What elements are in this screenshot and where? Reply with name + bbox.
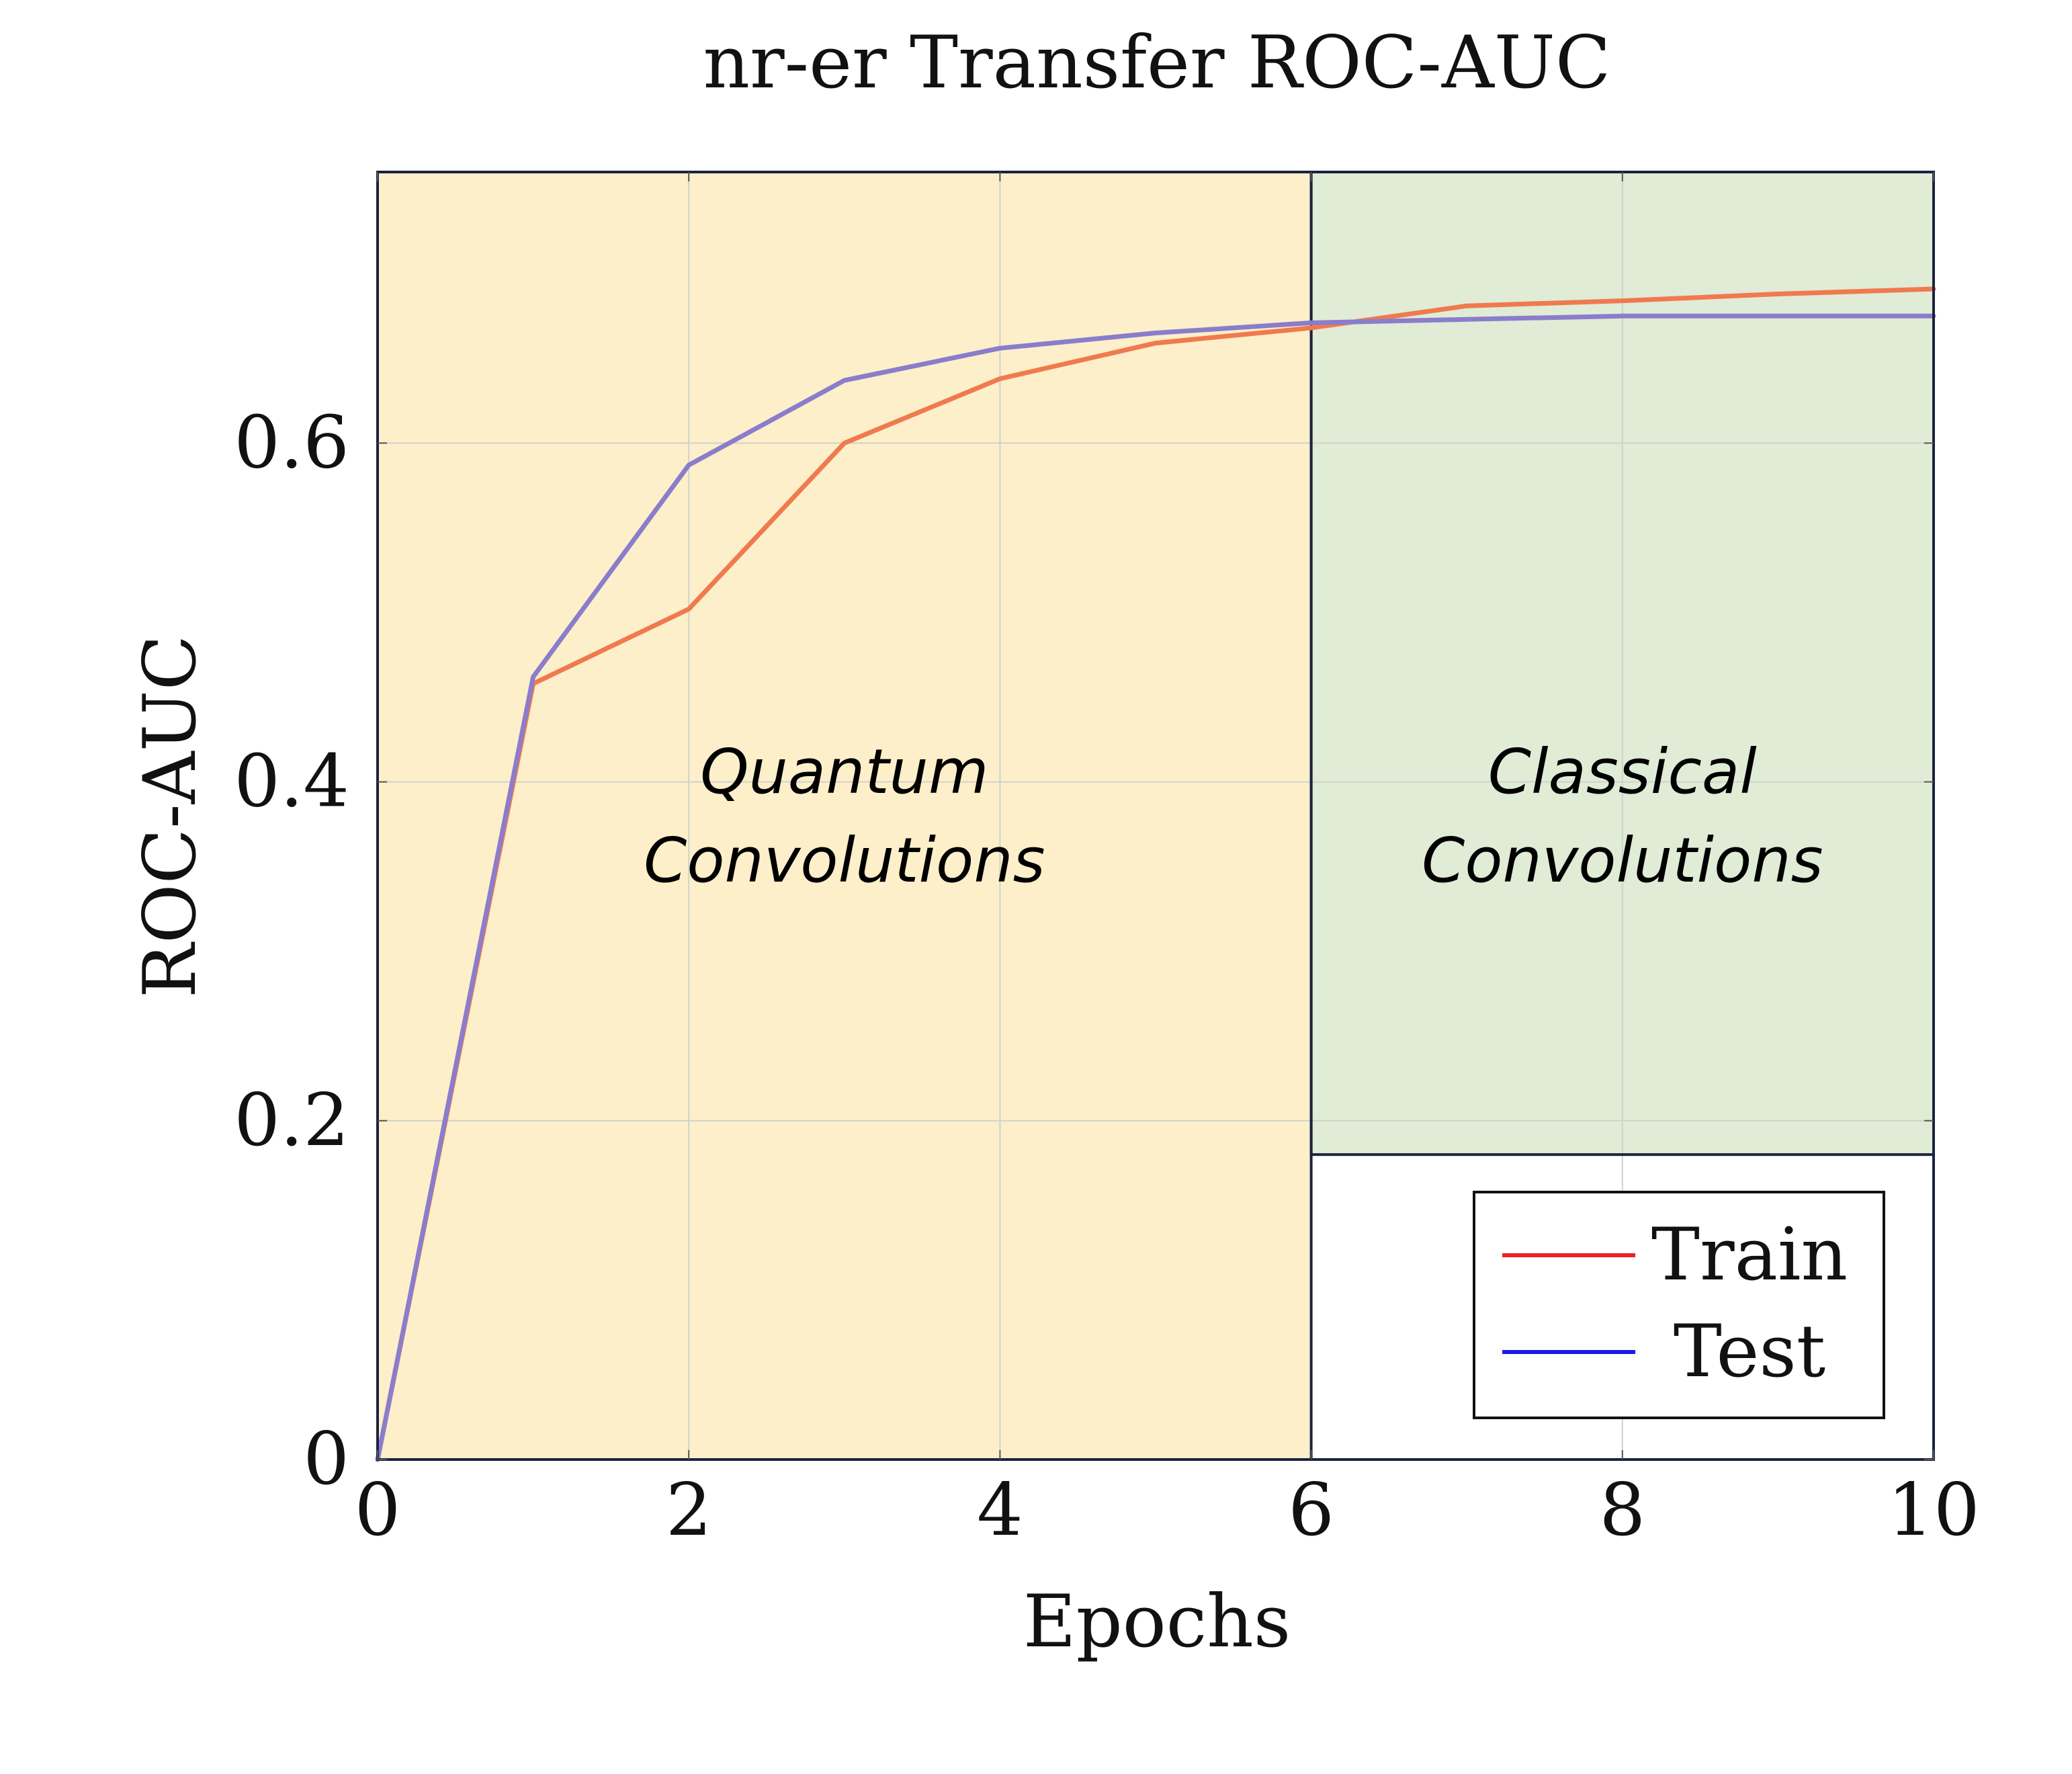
x-tick-label-1: 2 (666, 1468, 712, 1552)
region-label-0-line1: Quantum (700, 736, 988, 808)
region-labels: Quantum Convolutions Classical Convolutions (644, 736, 1823, 896)
x-tick-label-5: 10 (1887, 1468, 1979, 1552)
series-line-train (375, 286, 1936, 1462)
chart-title: nr-er Transfer ROC-AUC (703, 21, 1610, 105)
x-tick-label-0: 0 (355, 1468, 401, 1552)
region-label-1-line2: Convolutions (1422, 825, 1823, 896)
y-axis-label: ROC-AUC (128, 635, 212, 999)
series-line-test (375, 313, 1936, 1462)
y-tick-label-3: 0.6 (234, 400, 349, 484)
x-axis-label: Epochs (1023, 1580, 1291, 1664)
x-tick-label-3: 6 (1288, 1468, 1334, 1552)
legend-box (1473, 1191, 1885, 1419)
y-tick-label-2: 0.4 (234, 740, 349, 824)
x-tick-label-2: 4 (977, 1468, 1023, 1552)
region-label-0-line2: Convolutions (644, 825, 1045, 896)
y-tick-label-0: 0 (303, 1417, 349, 1501)
x-tick-label-4: 8 (1599, 1468, 1645, 1552)
y-tick-label-1: 0.2 (234, 1079, 349, 1163)
series-layer (375, 286, 1936, 1462)
legend-label-train: Train (1651, 1213, 1848, 1297)
region-label-1-line1: Classical (1488, 736, 1758, 808)
legend-label-test: Test (1674, 1310, 1825, 1394)
plot-frame (376, 171, 1935, 1461)
region-0 (378, 172, 1311, 1460)
ticks-layer: 0 2 4 6 8 10 0 0.2 0.4 0.6 (234, 172, 1980, 1552)
legend: Train Test (1473, 1191, 1885, 1419)
